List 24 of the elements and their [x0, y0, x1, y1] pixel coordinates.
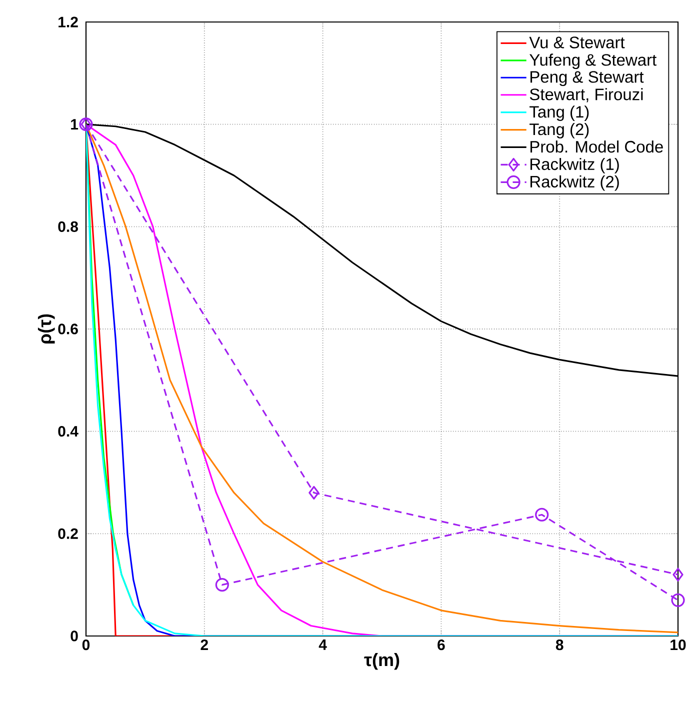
legend-label: Tang (2) — [530, 123, 589, 138]
legend-label: Peng & Stewart — [530, 71, 644, 86]
y-tick-label: 0.2 — [58, 528, 78, 539]
x-tick-label: 4 — [318, 640, 327, 650]
y-tick-label: 1 — [71, 119, 78, 130]
x-tick-label: 6 — [438, 640, 445, 650]
x-tick-label: 8 — [556, 640, 564, 650]
legend-label: Prob. Model Code — [530, 140, 663, 153]
legend-label: Vu & Stewart — [529, 36, 625, 48]
legend-label: Yufeng & Stewart — [530, 54, 657, 70]
x-tick-label: 10 — [670, 640, 686, 650]
y-tick-label: 0.6 — [58, 324, 78, 334]
y-axis-title: ρ(τ) — [38, 314, 55, 344]
legend-label: Rackwitz (1) — [530, 158, 619, 174]
x-axis-title: τ(m) — [364, 653, 400, 670]
y-tick-label: 0.4 — [58, 426, 78, 437]
legend-label: Rackwitz (2) — [530, 175, 619, 191]
y-tick-label: 1.2 — [58, 16, 78, 28]
x-tick-label: 0 — [82, 640, 90, 650]
y-tick-label: 0.8 — [58, 221, 78, 232]
y-tick-label: 0 — [70, 630, 78, 642]
legend-label: Stewart, Firouzi — [530, 88, 643, 102]
x-tick-label: 2 — [200, 640, 208, 650]
legend-label: Tang (1) — [530, 106, 589, 121]
